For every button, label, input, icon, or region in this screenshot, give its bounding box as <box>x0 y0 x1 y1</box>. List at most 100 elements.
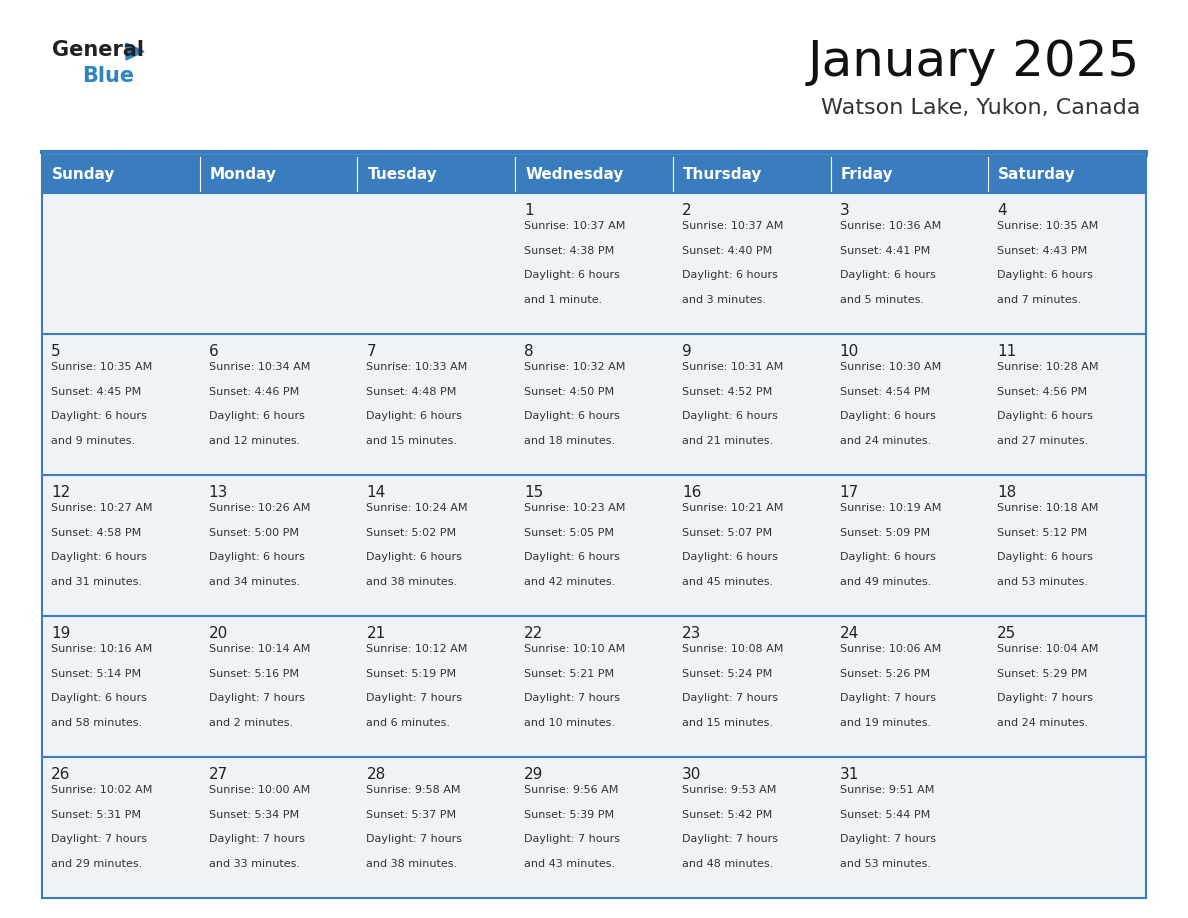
Text: Sunrise: 10:27 AM: Sunrise: 10:27 AM <box>51 503 152 513</box>
Text: Sunrise: 10:23 AM: Sunrise: 10:23 AM <box>524 503 626 513</box>
Bar <box>516 757 672 898</box>
Text: Wednesday: Wednesday <box>525 166 624 182</box>
Bar <box>672 475 830 616</box>
Bar <box>200 616 358 757</box>
Bar <box>358 155 516 193</box>
Text: and 2 minutes.: and 2 minutes. <box>209 718 292 728</box>
Text: Monday: Monday <box>210 166 277 182</box>
Text: Sunset: 5:07 PM: Sunset: 5:07 PM <box>682 528 772 538</box>
Bar <box>42 616 200 757</box>
Text: 30: 30 <box>682 767 701 782</box>
Text: Sunrise: 10:37 AM: Sunrise: 10:37 AM <box>682 221 783 231</box>
Text: 20: 20 <box>209 626 228 641</box>
Bar <box>988 616 1146 757</box>
Bar <box>42 155 200 193</box>
Bar <box>200 757 358 898</box>
Text: 13: 13 <box>209 485 228 500</box>
Text: Sunrise: 10:21 AM: Sunrise: 10:21 AM <box>682 503 783 513</box>
Bar <box>200 475 358 616</box>
Bar <box>516 334 672 475</box>
Text: Sunrise: 10:31 AM: Sunrise: 10:31 AM <box>682 362 783 372</box>
Text: 15: 15 <box>524 485 543 500</box>
Text: Daylight: 6 hours: Daylight: 6 hours <box>51 693 147 703</box>
Text: Sunset: 5:16 PM: Sunset: 5:16 PM <box>209 668 298 678</box>
Text: Sunset: 5:42 PM: Sunset: 5:42 PM <box>682 810 772 820</box>
Bar <box>672 757 830 898</box>
Text: Sunrise: 9:53 AM: Sunrise: 9:53 AM <box>682 785 776 795</box>
Text: and 12 minutes.: and 12 minutes. <box>209 436 299 446</box>
Polygon shape <box>126 43 144 60</box>
Text: and 27 minutes.: and 27 minutes. <box>997 436 1088 446</box>
Text: Daylight: 6 hours: Daylight: 6 hours <box>366 553 462 563</box>
Text: Sunrise: 10:16 AM: Sunrise: 10:16 AM <box>51 644 152 654</box>
Text: Sunrise: 9:58 AM: Sunrise: 9:58 AM <box>366 785 461 795</box>
Text: and 24 minutes.: and 24 minutes. <box>840 436 931 446</box>
Text: Sunrise: 10:00 AM: Sunrise: 10:00 AM <box>209 785 310 795</box>
Text: Daylight: 6 hours: Daylight: 6 hours <box>840 270 935 280</box>
Text: and 24 minutes.: and 24 minutes. <box>997 718 1088 728</box>
Text: 23: 23 <box>682 626 701 641</box>
Text: Daylight: 7 hours: Daylight: 7 hours <box>366 693 462 703</box>
Text: 2: 2 <box>682 203 691 218</box>
Text: and 34 minutes.: and 34 minutes. <box>209 577 299 587</box>
Text: Daylight: 6 hours: Daylight: 6 hours <box>524 553 620 563</box>
Text: Sunset: 5:14 PM: Sunset: 5:14 PM <box>51 668 141 678</box>
Text: Sunset: 5:39 PM: Sunset: 5:39 PM <box>524 810 614 820</box>
Text: Daylight: 7 hours: Daylight: 7 hours <box>366 834 462 845</box>
Text: Sunrise: 10:02 AM: Sunrise: 10:02 AM <box>51 785 152 795</box>
Text: Daylight: 6 hours: Daylight: 6 hours <box>209 411 304 421</box>
Text: 11: 11 <box>997 344 1017 359</box>
Text: Sunset: 4:45 PM: Sunset: 4:45 PM <box>51 386 141 397</box>
Text: Sunset: 4:50 PM: Sunset: 4:50 PM <box>524 386 614 397</box>
Bar <box>42 475 200 616</box>
Text: Daylight: 6 hours: Daylight: 6 hours <box>51 411 147 421</box>
Text: and 18 minutes.: and 18 minutes. <box>524 436 615 446</box>
Text: Sunset: 5:34 PM: Sunset: 5:34 PM <box>209 810 299 820</box>
Text: General: General <box>52 40 144 60</box>
Text: Sunrise: 10:35 AM: Sunrise: 10:35 AM <box>997 221 1099 231</box>
Text: 16: 16 <box>682 485 701 500</box>
Text: and 1 minute.: and 1 minute. <box>524 295 602 305</box>
Bar <box>830 334 988 475</box>
Text: Sunset: 4:43 PM: Sunset: 4:43 PM <box>997 246 1087 256</box>
Text: Sunset: 5:05 PM: Sunset: 5:05 PM <box>524 528 614 538</box>
Text: 31: 31 <box>840 767 859 782</box>
Text: 14: 14 <box>366 485 386 500</box>
Bar <box>830 757 988 898</box>
Text: Daylight: 6 hours: Daylight: 6 hours <box>682 553 778 563</box>
Text: 21: 21 <box>366 626 386 641</box>
Text: Sunrise: 10:28 AM: Sunrise: 10:28 AM <box>997 362 1099 372</box>
Text: Daylight: 7 hours: Daylight: 7 hours <box>209 693 304 703</box>
Text: Daylight: 7 hours: Daylight: 7 hours <box>840 693 936 703</box>
Text: 7: 7 <box>366 344 377 359</box>
Text: Daylight: 7 hours: Daylight: 7 hours <box>840 834 936 845</box>
Text: Daylight: 6 hours: Daylight: 6 hours <box>997 411 1093 421</box>
Bar <box>830 193 988 334</box>
Text: Sunday: Sunday <box>52 166 115 182</box>
Text: Sunset: 5:19 PM: Sunset: 5:19 PM <box>366 668 456 678</box>
Text: 29: 29 <box>524 767 544 782</box>
Text: Daylight: 6 hours: Daylight: 6 hours <box>209 553 304 563</box>
Bar <box>358 334 516 475</box>
Text: Sunset: 5:24 PM: Sunset: 5:24 PM <box>682 668 772 678</box>
Text: and 29 minutes.: and 29 minutes. <box>51 859 143 869</box>
Text: 24: 24 <box>840 626 859 641</box>
Text: 17: 17 <box>840 485 859 500</box>
Text: Sunrise: 10:04 AM: Sunrise: 10:04 AM <box>997 644 1099 654</box>
Text: Thursday: Thursday <box>683 166 763 182</box>
Text: and 38 minutes.: and 38 minutes. <box>366 577 457 587</box>
Text: 25: 25 <box>997 626 1017 641</box>
Text: and 53 minutes.: and 53 minutes. <box>997 577 1088 587</box>
Bar <box>672 334 830 475</box>
Text: and 48 minutes.: and 48 minutes. <box>682 859 773 869</box>
Text: Daylight: 7 hours: Daylight: 7 hours <box>682 693 778 703</box>
Bar <box>988 193 1146 334</box>
Text: Sunset: 5:21 PM: Sunset: 5:21 PM <box>524 668 614 678</box>
Text: Daylight: 7 hours: Daylight: 7 hours <box>524 693 620 703</box>
Bar <box>358 475 516 616</box>
Text: and 43 minutes.: and 43 minutes. <box>524 859 615 869</box>
Bar <box>200 193 358 334</box>
Text: 18: 18 <box>997 485 1017 500</box>
Text: Sunrise: 10:12 AM: Sunrise: 10:12 AM <box>366 644 468 654</box>
Text: Sunset: 5:44 PM: Sunset: 5:44 PM <box>840 810 930 820</box>
